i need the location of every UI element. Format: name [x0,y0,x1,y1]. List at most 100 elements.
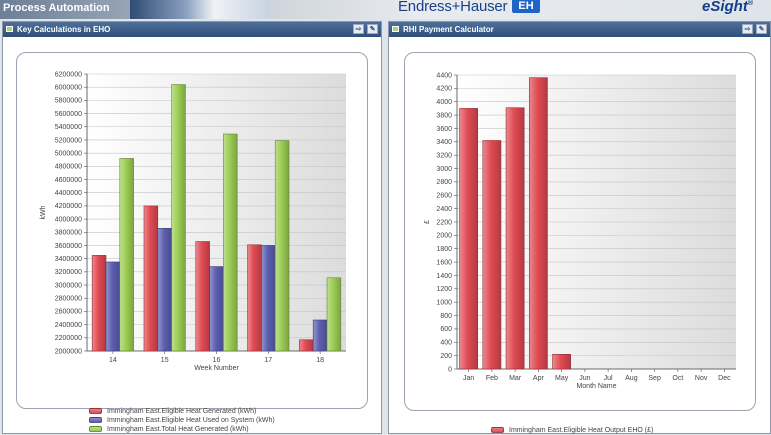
y-tick-label: 2800 [436,179,452,186]
product-logo: eSight® [702,0,753,15]
settings-icon[interactable]: ✎ [756,24,767,34]
y-tick-label: 2800000 [55,296,82,303]
y-tick-label: 0 [448,366,452,373]
y-tick-label: 400 [440,340,452,347]
section-label: Process Automation [3,2,110,14]
weekly-heat-chart: 2000000 2200000 2400000 2600000 2800000 30000… [40,71,346,372]
bar-16-1 [195,241,210,352]
y-tick-label: 4000000 [55,216,82,223]
x-tick-label: Mar [509,375,522,382]
brand-name: Endress+Hauser [398,0,508,15]
bar-Feb-1 [482,140,502,370]
bar-16-3 [223,133,238,352]
legend-label: Immingham East.Eligible Heat Generated (… [107,408,257,415]
bar-15-3 [171,84,186,352]
y-tick-label: 3200 [436,152,452,159]
y-tick-label: 3600000 [55,243,82,250]
y-tick-label: 3800000 [55,230,82,237]
bar-15-2 [157,228,172,352]
y-tick-label: 2000000 [55,348,82,355]
y-tick-label: 3000000 [55,282,82,289]
panel-icon [392,26,399,32]
legend-label: Immingham East.Total Heat Generated (kWh… [107,426,249,433]
y-tick-label: 5800000 [55,98,82,105]
x-tick-label: Apr [533,375,545,382]
bar-14-1 [91,255,107,352]
bar-17-1 [247,244,262,352]
bar-17-2 [261,245,276,352]
y-tick-label: 6000000 [55,84,82,91]
y-tick-label: 1400 [436,273,452,280]
y-tick-label: 4800000 [55,164,82,171]
header-banner: Process Automation Endress+Hauser EH eSi… [0,0,771,19]
y-tick-label: 2600 [436,193,452,200]
y-axis-label: kWh [40,205,47,219]
bar-17-3 [274,140,290,352]
y-tick-label: 3400 [436,139,452,146]
chart-legend: Immingham East.Eligible Heat Generated (… [89,407,275,434]
panel-title: Key Calculations in EHO [17,25,111,34]
y-tick-label: 2400000 [55,322,82,329]
legend-swatch [89,408,102,415]
brand-logo-icon: EH [512,0,540,13]
y-tick-label: 4400000 [55,190,82,197]
bar-Apr-1 [529,77,548,370]
legend-swatch [89,426,102,433]
y-tick-label: 3400000 [55,256,82,263]
y-tick-label: 6200000 [55,71,82,78]
legend-label: Immingham East.Eligible Heat Used on Sys… [107,417,275,424]
y-tick-label: 1800 [436,246,452,253]
panel-icon [6,26,13,32]
x-tick-label: 18 [316,357,324,364]
y-tick-label: 2400 [436,206,452,213]
chart-frame: 2000000 2200000 2400000 2600000 2800000 30000… [16,52,368,409]
x-tick-label: Nov [695,375,708,382]
x-axis-label: Month Name [576,383,616,390]
x-tick-label: Feb [486,375,498,382]
bar-18-3 [326,277,342,352]
y-tick-label: 1200 [436,286,452,293]
x-tick-label: Jul [604,375,613,382]
banner-photo [130,0,270,19]
bar-May-1 [552,353,571,370]
x-axis-label: Week Number [194,365,239,372]
y-tick-label: 600 [440,326,452,333]
y-tick-label: 5200000 [55,137,82,144]
y-tick-label: 5400000 [55,124,82,131]
y-tick-label: 5600000 [55,111,82,118]
legend-swatch [89,417,102,424]
y-tick-label: 1000 [436,299,452,306]
legend-item: Immingham East.Total Heat Generated (kWh… [89,425,275,434]
y-tick-label: 800 [440,313,452,320]
y-tick-label: 4200 [436,86,452,93]
x-tick-label: Dec [718,375,731,382]
y-tick-label: 4200000 [55,203,82,210]
y-tick-label: 3600 [436,126,452,133]
bar-Jan-1 [459,108,478,370]
x-tick-label: 14 [109,357,117,364]
bar-Mar-1 [505,107,525,370]
bar-16-2 [209,266,224,352]
bar-14-2 [105,261,121,352]
y-tick-label: 3000 [436,166,452,173]
y-tick-label: 200 [440,353,452,360]
legend-label: Immingham East.Eligible Heat Output EHO … [509,427,654,434]
product-name: eSight [702,0,748,15]
product-mark: ® [747,0,754,7]
export-icon[interactable]: ⇨ [742,24,753,34]
x-tick-label: Jan [463,375,474,382]
y-tick-label: 4600000 [55,177,82,184]
x-tick-label: May [555,375,569,382]
legend-swatch [491,427,504,434]
x-tick-label: 15 [161,357,169,364]
panel-title: RHI Payment Calculator [403,25,494,34]
export-icon[interactable]: ⇨ [353,24,364,34]
y-tick-label: 2600000 [55,309,82,316]
x-tick-label: 16 [213,357,221,364]
bar-18-1 [299,339,314,352]
y-tick-label: 3800 [436,112,452,119]
settings-icon[interactable]: ✎ [367,24,378,34]
y-tick-label: 2000 [436,233,452,240]
bar-18-2 [312,319,328,352]
monthly-payment-chart: 0 200 400 600 800 1000 1200 1400 1600 1800 2000 220… [424,72,736,390]
